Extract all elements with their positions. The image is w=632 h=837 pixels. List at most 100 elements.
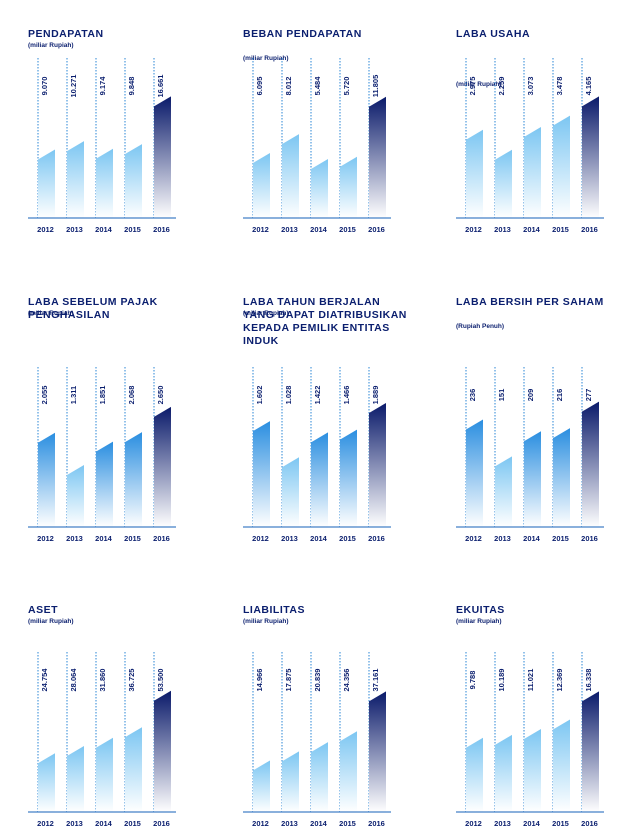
value-label: 24.356 xyxy=(342,669,351,692)
bar-2014 xyxy=(96,148,113,218)
category-label: 2012 xyxy=(465,819,482,828)
bar-2016 xyxy=(582,691,599,812)
value-label: 1.028 xyxy=(284,386,293,405)
category-label: 2014 xyxy=(310,225,328,234)
bar-2013 xyxy=(282,457,299,527)
category-label: 2016 xyxy=(153,225,170,234)
value-label: 11.021 xyxy=(526,669,535,692)
chart-title: LABA TAHUN BERJALAN YANG DAPAT DIATRIBUS… xyxy=(243,296,407,347)
bar-2014 xyxy=(96,737,113,812)
chart-title: EKUITAS xyxy=(456,604,505,616)
value-label: 8.012 xyxy=(284,77,293,96)
value-label: 10.189 xyxy=(497,669,506,692)
category-label: 2013 xyxy=(281,534,298,543)
bar-2015 xyxy=(340,156,357,218)
category-label: 2015 xyxy=(552,819,569,828)
chart-title: LABA SEBELUM PAJAK PENGHASILAN xyxy=(28,296,158,321)
bar-2015 xyxy=(125,432,142,527)
chart-title: LIABILITAS xyxy=(243,604,305,616)
bar-2012 xyxy=(466,737,483,812)
bar-2015 xyxy=(125,144,142,218)
value-label: 14.966 xyxy=(255,669,264,692)
chart-subtitle: (miliar Rupiah) xyxy=(243,55,289,62)
bar-chart: 9.788 2012 10.189 2013 11.021 2014 12.369 2015 1… xyxy=(456,652,604,828)
value-label: 28.064 xyxy=(69,668,78,692)
bar-2016 xyxy=(369,402,386,527)
category-label: 2016 xyxy=(368,225,385,234)
value-label: 2.055 xyxy=(40,386,49,405)
value-label: 9.174 xyxy=(98,76,107,96)
bar-2013 xyxy=(495,456,512,527)
category-label: 2016 xyxy=(581,225,598,234)
bar-2014 xyxy=(311,432,328,527)
bar-chart: 236 2012 151 2013 209 2014 216 2015 277 2016 xyxy=(456,367,604,543)
value-label: 53.500 xyxy=(156,669,165,692)
value-label: 216 xyxy=(555,389,564,402)
bar-2016 xyxy=(369,96,386,218)
bar-2016 xyxy=(582,96,599,218)
category-label: 2012 xyxy=(465,534,482,543)
category-label: 2016 xyxy=(368,534,385,543)
chart-subtitle: (miliar Rupiah) xyxy=(456,81,502,88)
bar-2012 xyxy=(253,760,270,812)
bar-2012 xyxy=(466,129,483,218)
bar-2014 xyxy=(524,126,541,218)
bar-2012 xyxy=(253,153,270,218)
bar-chart: 6.095 2012 8.012 2013 5.484 2014 5.720 2015 11.8… xyxy=(243,58,391,234)
value-label: 9.070 xyxy=(40,77,49,96)
value-label: 11.805 xyxy=(371,75,380,98)
bar-2013 xyxy=(282,134,299,218)
category-label: 2013 xyxy=(494,225,511,234)
bar-chart: 14.966 2012 17.875 2013 20.839 2014 24.356 2015… xyxy=(243,652,391,828)
category-label: 2012 xyxy=(252,534,269,543)
bar-2015 xyxy=(125,727,142,812)
category-label: 2012 xyxy=(252,819,269,828)
value-label: 1.466 xyxy=(342,386,351,405)
category-label: 2014 xyxy=(95,225,113,234)
bar-2014 xyxy=(524,431,541,527)
value-label: 20.839 xyxy=(313,669,322,692)
category-label: 2016 xyxy=(153,819,170,828)
bar-2015 xyxy=(340,731,357,812)
value-label: 3.073 xyxy=(526,77,535,96)
category-label: 2012 xyxy=(465,225,482,234)
value-label: 2.259 xyxy=(497,77,506,96)
chart-subtitle: (Rupiah Penuh) xyxy=(456,323,505,330)
bar-2015 xyxy=(553,115,570,218)
category-label: 2016 xyxy=(581,819,598,828)
value-label: 10.271 xyxy=(69,75,78,98)
category-label: 2012 xyxy=(37,225,54,234)
category-label: 2014 xyxy=(523,819,541,828)
value-label: 5.484 xyxy=(313,76,322,96)
value-label: 5.720 xyxy=(342,77,351,96)
category-label: 2016 xyxy=(368,819,385,828)
category-label: 2015 xyxy=(124,534,141,543)
bar-2016 xyxy=(582,401,599,527)
value-label: 151 xyxy=(497,389,506,402)
bar-2016 xyxy=(154,690,171,812)
bar-2014 xyxy=(311,159,328,218)
category-label: 2015 xyxy=(552,225,569,234)
value-label: 6.095 xyxy=(255,77,264,96)
value-label: 16.661 xyxy=(156,75,165,98)
category-label: 2013 xyxy=(494,534,511,543)
bar-2012 xyxy=(38,753,55,812)
bar-chart: 1.602 2012 1.028 2013 1.422 2014 1.466 2015 1.88… xyxy=(243,367,391,543)
chart-title: LABA BERSIH PER SAHAM xyxy=(456,296,604,308)
chart-title: PENDAPATAN xyxy=(28,28,104,40)
category-label: 2013 xyxy=(66,225,83,234)
bar-2014 xyxy=(524,728,541,812)
value-label: 36.725 xyxy=(127,669,136,692)
category-label: 2012 xyxy=(37,819,54,828)
value-label: 9.848 xyxy=(127,77,136,96)
value-label: 31.860 xyxy=(98,669,107,692)
category-label: 2014 xyxy=(95,534,113,543)
bar-2012 xyxy=(38,149,55,218)
category-label: 2015 xyxy=(339,225,356,234)
bar-2012 xyxy=(38,432,55,527)
bar-2013 xyxy=(495,149,512,218)
category-label: 2015 xyxy=(124,225,141,234)
chart-subtitle: (miliar Rupiah) xyxy=(28,310,74,317)
category-label: 2012 xyxy=(37,534,54,543)
bar-2013 xyxy=(67,746,84,812)
